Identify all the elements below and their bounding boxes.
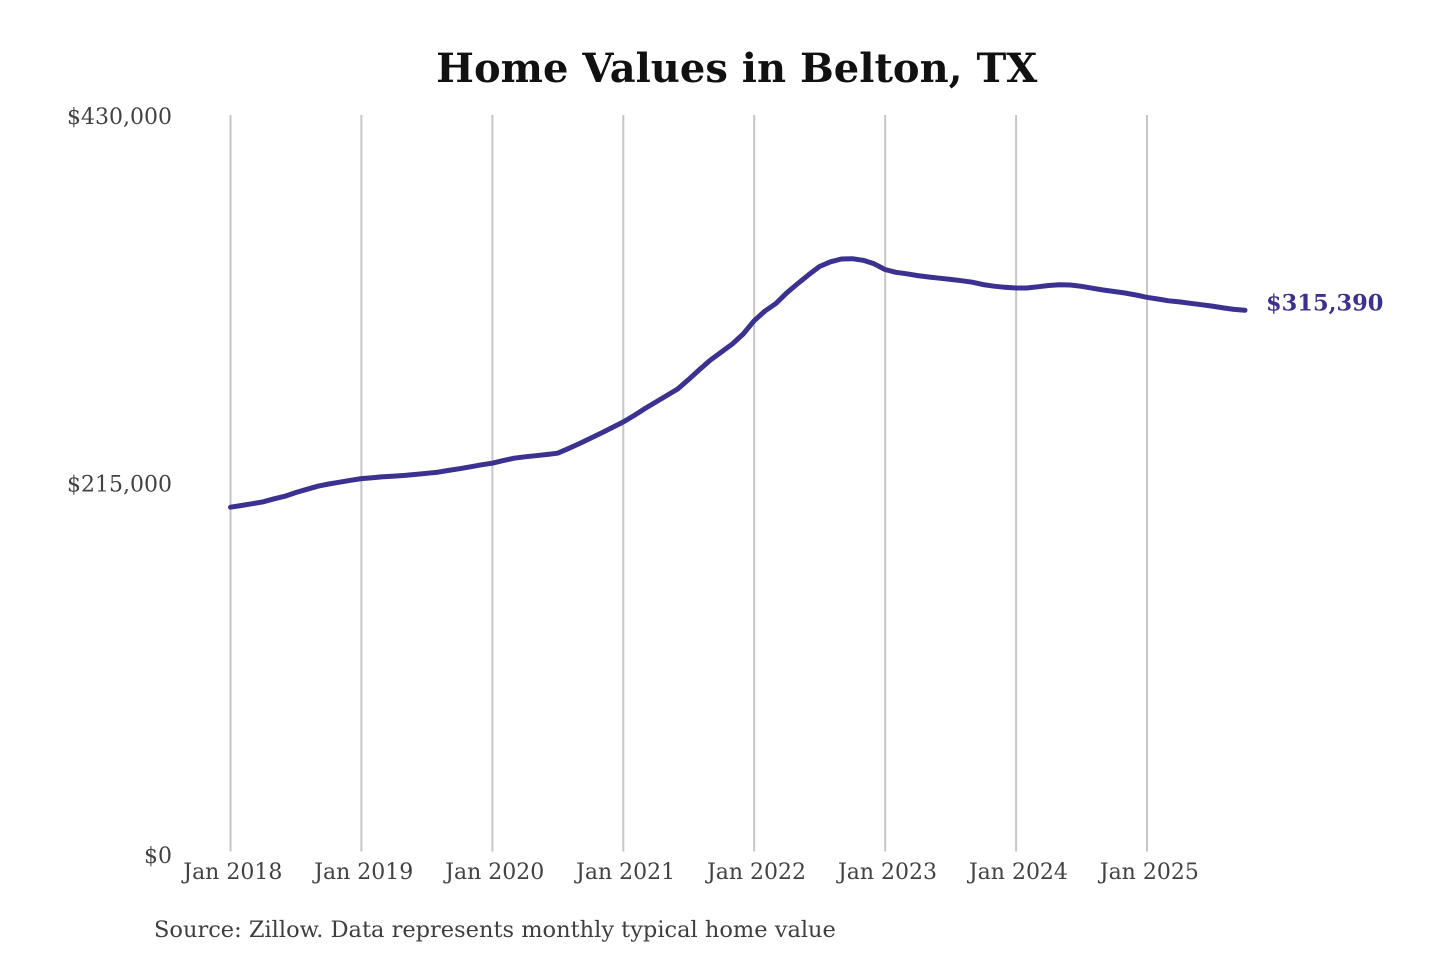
svg-text:$0: $0 <box>144 844 172 869</box>
svg-text:Jan 2019: Jan 2019 <box>312 860 413 885</box>
svg-text:$215,000: $215,000 <box>67 473 172 498</box>
svg-text:Jan 2023: Jan 2023 <box>836 860 937 885</box>
svg-text:Jan 2024: Jan 2024 <box>967 860 1068 885</box>
svg-text:$430,000: $430,000 <box>67 105 172 130</box>
svg-text:Jan 2022: Jan 2022 <box>705 860 806 885</box>
svg-text:Jan 2020: Jan 2020 <box>443 860 544 885</box>
svg-text:Jan 2021: Jan 2021 <box>574 860 675 885</box>
svg-text:Jan 2025: Jan 2025 <box>1098 860 1199 885</box>
svg-text:$315,390: $315,390 <box>1266 291 1383 317</box>
svg-text:Jan 2018: Jan 2018 <box>181 860 282 885</box>
svg-text:Source: Zillow. Data represent: Source: Zillow. Data represents monthly … <box>154 917 836 943</box>
svg-text:Home Values in Belton, TX: Home Values in Belton, TX <box>436 45 1037 92</box>
